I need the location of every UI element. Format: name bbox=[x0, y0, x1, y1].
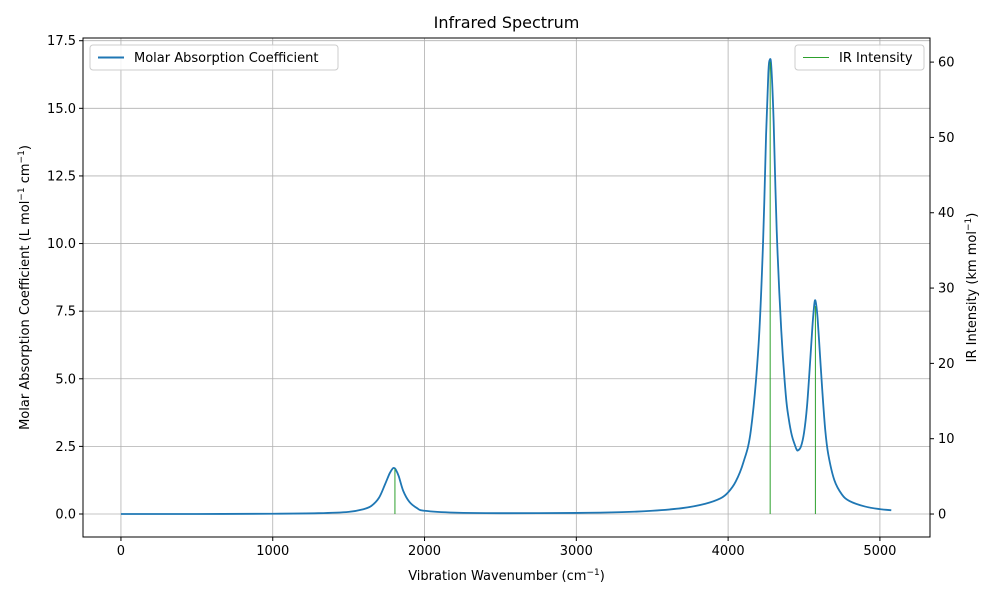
legend-left: Molar Absorption Coefficient bbox=[89, 44, 339, 71]
y-right-tick-label: 30 bbox=[938, 282, 955, 297]
y-left-tick-label: 12.5 bbox=[47, 169, 76, 184]
y-left-axis-title-base: Molar Absorption Coefficient (L mol bbox=[18, 201, 33, 430]
x-tick-label: 3000 bbox=[560, 544, 593, 559]
x-axis-title: Vibration Wavenumber (cm−1) bbox=[408, 568, 605, 584]
y-left-tick-label: 15.0 bbox=[47, 102, 76, 117]
legend-left-box bbox=[89, 44, 339, 71]
grid-lines bbox=[83, 38, 930, 537]
y-left-axis-title: Molar Absorption Coefficient (L mol−1 cm… bbox=[17, 145, 33, 430]
x-tick-label: 2000 bbox=[408, 544, 441, 559]
y-right-tick-label: 50 bbox=[938, 131, 955, 146]
legend-right-label: IR Intensity bbox=[839, 51, 913, 66]
series-line-molar-absorption bbox=[120, 58, 892, 515]
y-right-axis-ticks: 0 10 20 30 40 50 60 bbox=[930, 56, 955, 523]
x-axis-title-sup: −1 bbox=[586, 568, 599, 578]
x-axis-ticks: 0 1000 2000 3000 4000 5000 bbox=[117, 537, 896, 559]
plot-frame bbox=[82, 37, 931, 538]
y-left-axis-title-mid: cm bbox=[18, 163, 33, 187]
y-left-axis-title-tail: ) bbox=[18, 145, 33, 150]
x-axis-title-base: Vibration Wavenumber (cm bbox=[408, 569, 586, 584]
y-left-tick-label: 2.5 bbox=[55, 440, 76, 455]
y-left-tick-label: 17.5 bbox=[47, 34, 76, 49]
x-axis-title-tail: ) bbox=[600, 569, 605, 584]
y-right-tick-label: 40 bbox=[938, 206, 955, 221]
y-left-tick-label: 0.0 bbox=[55, 508, 76, 523]
x-tick-label: 1000 bbox=[256, 544, 289, 559]
series-layer bbox=[120, 58, 892, 515]
y-right-axis-title-tail: ) bbox=[965, 213, 980, 218]
y-right-tick-label: 10 bbox=[938, 432, 955, 447]
y-right-axis-title: IR Intensity (km mol−1) bbox=[964, 213, 980, 363]
y-left-tick-label: 7.5 bbox=[55, 305, 76, 320]
y-right-tick-label: 20 bbox=[938, 357, 955, 372]
legend-right-box bbox=[794, 44, 925, 71]
y-right-tick-label: 60 bbox=[938, 56, 955, 71]
legend-right: IR Intensity bbox=[794, 44, 925, 71]
y-left-tick-label: 5.0 bbox=[55, 372, 76, 387]
x-tick-label: 0 bbox=[117, 544, 125, 559]
y-left-axis-title-sup2: −1 bbox=[17, 150, 27, 163]
y-left-axis-ticks: 0.0 2.5 5.0 7.5 10.0 12.5 15.0 17.5 bbox=[47, 34, 83, 523]
x-tick-label: 4000 bbox=[712, 544, 745, 559]
y-right-tick-label: 0 bbox=[938, 508, 946, 523]
y-right-axis-title-sup: −1 bbox=[964, 218, 974, 231]
legend-left-label: Molar Absorption Coefficient bbox=[134, 51, 318, 66]
chart-title: Infrared Spectrum bbox=[434, 13, 580, 32]
y-left-axis-title-sup1: −1 bbox=[17, 187, 27, 200]
y-left-tick-label: 10.0 bbox=[47, 237, 76, 252]
x-tick-label: 5000 bbox=[863, 544, 896, 559]
y-right-axis-title-base: IR Intensity (km mol bbox=[965, 231, 980, 362]
